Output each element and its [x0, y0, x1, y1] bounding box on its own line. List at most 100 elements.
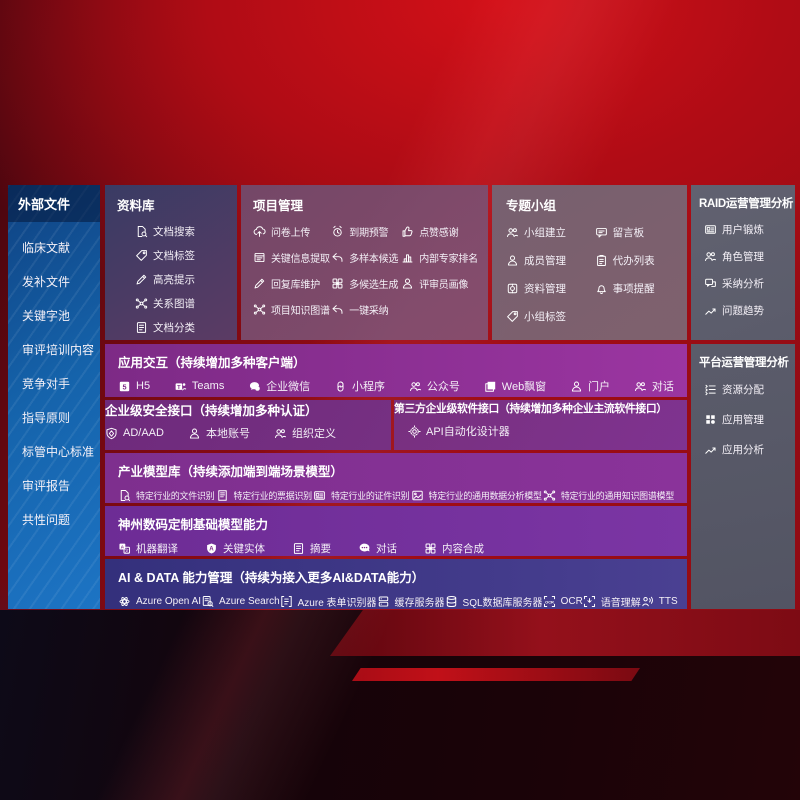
feature-item[interactable]: 本地账号 — [188, 425, 250, 441]
api-gear-icon — [408, 424, 421, 438]
feature-item[interactable]: 问题趋势 — [704, 303, 791, 318]
feature-item[interactable]: 多样本候选 — [331, 250, 401, 265]
sidebar-item[interactable]: 审评报告 — [22, 468, 100, 502]
feature-item[interactable]: 内部专家排名 — [401, 250, 478, 265]
feature-item[interactable]: Web飘窗 — [484, 378, 546, 394]
feature-item[interactable]: 项目知识图谱 — [253, 302, 331, 317]
feature-item[interactable]: 组织定义 — [274, 425, 336, 441]
sidebar-item[interactable]: 审评培训内容 — [22, 332, 100, 366]
feature-item[interactable]: 公众号 — [409, 378, 460, 394]
feature-item[interactable]: Azure Search — [201, 594, 280, 609]
official-account-icon — [409, 380, 422, 393]
feature-item[interactable]: 代办列表 — [595, 253, 679, 268]
item-label: 应用管理 — [722, 414, 764, 426]
feature-item[interactable]: 对话 — [634, 378, 674, 394]
feature-item[interactable]: 关键信息提取 — [253, 250, 331, 265]
project-title: 项目管理 — [253, 199, 304, 213]
feature-item[interactable]: 点赞感谢 — [401, 224, 478, 239]
reply-icon — [331, 251, 344, 264]
third-party-title: 第三方企业级软件接口（持续增加多种企业主流软件接口） — [394, 403, 667, 415]
feature-item[interactable]: 文档分类 — [135, 318, 237, 336]
chat-pair-icon — [634, 380, 647, 393]
feature-item[interactable]: 角色管理 — [704, 249, 791, 264]
feature-item[interactable]: 一键采纳 — [331, 302, 401, 317]
org-icon — [274, 427, 287, 440]
item-label: 代办列表 — [612, 255, 655, 267]
feature-item[interactable]: 资料管理 — [506, 281, 595, 296]
feature-item[interactable]: OCR OCR — [543, 594, 583, 609]
sidebar-item[interactable]: 竞争对手 — [22, 366, 100, 400]
feature-item[interactable]: 摘要 — [292, 541, 331, 556]
feature-item[interactable]: 特定行业的证件识别 — [313, 489, 410, 502]
thumb-up-icon — [401, 225, 414, 238]
feature-item[interactable]: A 关键实体 — [205, 541, 265, 556]
feature-item[interactable]: AD/AAD — [105, 425, 164, 441]
sidebar-item[interactable]: 发补文件 — [22, 264, 100, 298]
feature-item[interactable]: 小组建立 — [506, 225, 595, 240]
feature-item[interactable]: 缓存服务器 — [377, 594, 445, 609]
feature-item[interactable]: 小组标签 — [506, 309, 595, 324]
feature-item[interactable]: 5 H5 — [118, 380, 150, 393]
feature-item[interactable]: SQL数据库服务器 — [445, 594, 543, 609]
sidebar-item[interactable]: 标管中心标准 — [22, 434, 100, 468]
feature-item[interactable]: 留言板 — [595, 225, 679, 240]
feature-item[interactable]: 文档搜索 — [135, 222, 237, 240]
item-label: 一键采纳 — [349, 306, 389, 317]
feature-item[interactable]: 问卷上传 — [253, 224, 331, 239]
platform-analysis-panel: 平台运营管理分析 资源分配 应用管理 应用分析 — [691, 344, 795, 609]
feature-item[interactable]: 评审员画像 — [401, 276, 478, 291]
sidebar-item[interactable]: 临床文献 — [22, 230, 100, 264]
feature-item[interactable]: 对话 — [358, 541, 397, 556]
base-model-row: 神州数码定制基础模型能力 A 文机器翻译 A 关键实体 摘要 对话 内容合成 — [105, 506, 687, 556]
feature-item[interactable]: 门户 — [570, 378, 610, 394]
feature-item[interactable]: 内容合成 — [424, 541, 484, 556]
feature-item[interactable]: API自动化设计器 — [408, 423, 510, 439]
feature-item[interactable]: 特定行业的通用数据分析模型 — [411, 489, 542, 502]
app-interaction-item-list: 5 H5 T Teams 企业微信 小程序 公众号 Web飘窗 门户 对话 — [118, 378, 674, 394]
feature-item[interactable]: 文档标签 — [135, 246, 237, 264]
item-label: 摘要 — [310, 543, 331, 555]
knowledge-graph-icon — [253, 303, 266, 316]
sidebar-item[interactable]: 关键字池 — [22, 298, 100, 332]
doc-category-icon — [135, 321, 148, 334]
app-interaction-title: 应用交互（持续增加多种客户端） — [118, 356, 306, 370]
invoice-icon — [216, 489, 229, 502]
feature-item[interactable]: 高亮提示 — [135, 270, 237, 288]
feature-item[interactable]: 多候选生成 — [331, 276, 401, 291]
feature-item[interactable]: 资源分配 — [704, 382, 791, 397]
feature-item[interactable]: Azure Open AI — [118, 594, 201, 609]
industry-model-row: 产业模型库（持续添加端到端场景模型） 特定行业的文件识别 特定行业的票据识别 特定行… — [105, 453, 687, 503]
item-label: Azure Open AI — [136, 596, 202, 607]
item-label: 到期预警 — [349, 228, 389, 239]
feature-item[interactable]: 成员管理 — [506, 253, 595, 268]
item-label: 问题趋势 — [722, 305, 764, 317]
sidebar-item[interactable]: 共性问题 — [22, 502, 100, 536]
feature-item[interactable]: 特定行业的文件识别 — [118, 489, 215, 502]
svg-text:5: 5 — [122, 382, 126, 391]
feature-item[interactable]: 应用分析 — [704, 442, 791, 457]
feature-item[interactable]: 事项提醒 — [595, 281, 679, 296]
graph-icon — [135, 297, 148, 310]
feature-item[interactable]: 小程序 — [334, 378, 385, 394]
third-party-interface-panel: 第三方企业级软件接口（持续增加多种企业主流软件接口） API自动化设计器 — [394, 400, 687, 450]
feature-item[interactable]: TTS — [641, 594, 678, 609]
feature-item[interactable]: 语音理解 — [583, 594, 641, 609]
speech-icon — [583, 595, 596, 608]
feature-item[interactable]: A 文机器翻译 — [118, 541, 178, 556]
item-label: Teams — [191, 380, 225, 392]
app-interaction-row: 应用交互（持续增加多种客户端） 5 H5 T Teams 企业微信 小程序 公众号 Web飘窗… — [105, 344, 687, 397]
feature-item[interactable]: T Teams — [174, 380, 224, 393]
feature-item[interactable]: Azure 表单识别器 — [280, 594, 377, 609]
sidebar-item[interactable]: 指导原则 — [22, 400, 100, 434]
tag-icon — [135, 249, 148, 262]
feature-item[interactable]: 应用管理 — [704, 412, 791, 427]
feature-item[interactable]: 到期预警 — [331, 224, 401, 239]
feature-item[interactable]: 特定行业的通用知识图谱模型 — [543, 489, 674, 502]
item-label: Azure 表单识别器 — [297, 598, 377, 609]
feature-item[interactable]: 回复库维护 — [253, 276, 331, 291]
feature-item[interactable]: 特定行业的票据识别 — [216, 489, 312, 502]
feature-item[interactable]: 采纳分析 — [704, 276, 791, 291]
feature-item[interactable]: 关系图谱 — [135, 294, 237, 312]
feature-item[interactable]: 用户锻炼 — [704, 222, 791, 237]
feature-item[interactable]: 企业微信 — [248, 378, 310, 394]
